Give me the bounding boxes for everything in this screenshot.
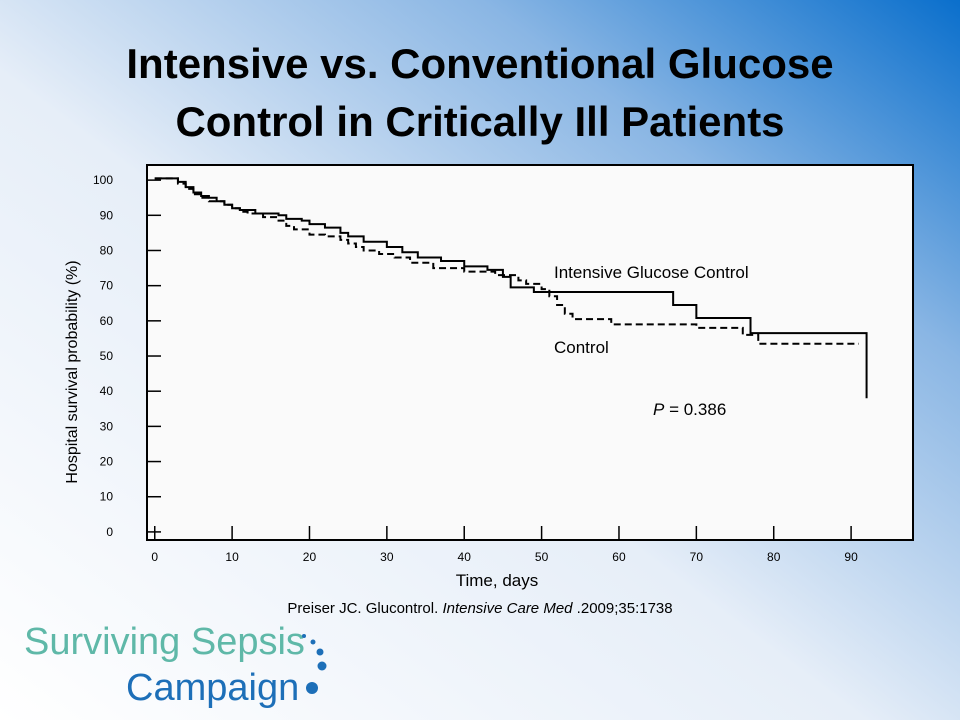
x-tick-label: 50 [535, 550, 549, 564]
x-axis-label: Time, days [456, 571, 539, 590]
y-tick-label: 70 [100, 279, 114, 293]
y-tick-label: 60 [100, 314, 114, 328]
y-tick-label: 100 [93, 173, 113, 187]
x-tick-label: 10 [225, 550, 239, 564]
dot [316, 648, 324, 656]
logo-dots [302, 634, 327, 694]
x-tick-label: 70 [690, 550, 704, 564]
citation-part: Preiser JC. Glucontrol. [287, 600, 442, 617]
plot-frame [146, 164, 914, 541]
x-tick-label: 30 [380, 550, 394, 564]
y-tick-label: 30 [100, 419, 114, 433]
y-tick-label: 90 [100, 208, 114, 222]
title-line: Control in Critically Ill Patients [175, 98, 784, 145]
dot [302, 634, 306, 638]
citation-part: .2009;35:1738 [573, 600, 673, 617]
y-tick-label: 40 [100, 384, 114, 398]
series-label: Control [554, 338, 609, 357]
x-tick-label: 20 [303, 550, 317, 564]
logo-line: Campaign [126, 667, 299, 709]
y-tick-label: 50 [100, 349, 114, 363]
title-line: Intensive vs. Conventional Glucose [126, 40, 833, 87]
dot [317, 661, 327, 671]
y-tick-label: 80 [100, 243, 114, 257]
y-tick-label: 0 [106, 525, 113, 539]
x-tick-label: 60 [612, 550, 626, 564]
y-tick-label: 20 [100, 455, 114, 469]
y-axis-label: Hospital survival probability (%) [64, 260, 81, 483]
p-symbol: P [653, 400, 665, 419]
logo-line: Surviving Sepsis [24, 621, 305, 663]
p-text: = 0.386 [669, 400, 726, 419]
survival-curve [154, 177, 868, 399]
dot [306, 682, 318, 694]
p-value: P = 0.386 [653, 400, 726, 419]
y-tick-label: 10 [100, 490, 114, 504]
citation-journal: Intensive Care Med [442, 600, 573, 617]
x-tick-label: 90 [844, 550, 858, 564]
citation: Preiser JC. Glucontrol. Intensive Care M… [287, 600, 672, 617]
x-tick-label: 0 [151, 550, 158, 564]
x-tick-label: 80 [767, 550, 781, 564]
x-tick-label: 40 [458, 550, 472, 564]
series-label: Intensive Glucose Control [554, 263, 749, 282]
dot [310, 639, 316, 645]
